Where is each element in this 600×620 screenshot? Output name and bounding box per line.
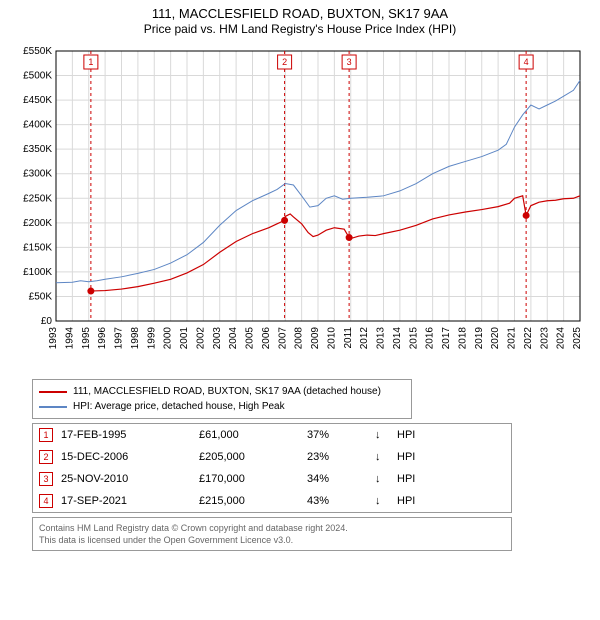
legend: 111, MACCLESFIELD ROAD, BUXTON, SK17 9AA… [32, 379, 412, 419]
transaction-row: 3 25-NOV-2010 £170,000 34% ↓ HPI [33, 468, 511, 490]
legend-row: 111, MACCLESFIELD ROAD, BUXTON, SK17 9AA… [39, 384, 405, 399]
svg-text:£200K: £200K [23, 218, 52, 229]
arrow-down-icon: ↓ [375, 473, 389, 485]
svg-text:2015: 2015 [408, 327, 419, 350]
svg-text:£500K: £500K [23, 71, 52, 82]
svg-text:2012: 2012 [359, 327, 370, 350]
svg-text:4: 4 [524, 57, 529, 67]
transaction-hpi-label: HPI [397, 495, 427, 507]
transaction-hpi-label: HPI [397, 451, 427, 463]
svg-text:£150K: £150K [23, 243, 52, 254]
svg-text:2010: 2010 [326, 327, 337, 350]
svg-text:2025: 2025 [572, 327, 583, 350]
svg-text:£450K: £450K [23, 95, 52, 106]
transaction-date: 17-FEB-1995 [61, 429, 191, 441]
svg-text:2003: 2003 [212, 327, 223, 350]
transaction-marker: 2 [39, 450, 53, 464]
chart-area: £0 £50K £100K £150K £200K £250K £300K £350K £400… [10, 41, 590, 371]
svg-text:2008: 2008 [294, 327, 305, 350]
transaction-hpi-label: HPI [397, 429, 427, 441]
svg-text:2: 2 [282, 57, 287, 67]
svg-text:2014: 2014 [392, 327, 403, 350]
svg-text:£300K: £300K [23, 169, 52, 180]
svg-text:1994: 1994 [64, 327, 75, 350]
svg-text:2017: 2017 [441, 327, 452, 350]
legend-label: HPI: Average price, detached house, High… [73, 399, 285, 414]
svg-text:2013: 2013 [376, 327, 387, 350]
svg-text:£100K: £100K [23, 267, 52, 278]
svg-text:£350K: £350K [23, 144, 52, 155]
svg-text:1995: 1995 [81, 327, 92, 350]
legend-swatch [39, 391, 67, 393]
transactions-table: 1 17-FEB-1995 £61,000 37% ↓ HPI 2 15-DEC-2006 £2… [32, 423, 512, 513]
svg-text:2005: 2005 [245, 327, 256, 350]
svg-text:1997: 1997 [114, 327, 125, 350]
svg-text:1996: 1996 [97, 327, 108, 350]
arrow-down-icon: ↓ [375, 451, 389, 463]
svg-text:£0: £0 [41, 316, 53, 327]
transaction-row: 1 17-FEB-1995 £61,000 37% ↓ HPI [33, 424, 511, 446]
svg-text:1: 1 [88, 57, 93, 67]
transaction-date: 25-NOV-2010 [61, 473, 191, 485]
svg-text:£400K: £400K [23, 120, 52, 131]
svg-text:2011: 2011 [343, 327, 354, 349]
legend-label: 111, MACCLESFIELD ROAD, BUXTON, SK17 9AA… [73, 384, 381, 399]
svg-text:2006: 2006 [261, 327, 272, 350]
transaction-date: 15-DEC-2006 [61, 451, 191, 463]
svg-text:2022: 2022 [523, 327, 534, 350]
svg-text:2018: 2018 [457, 327, 468, 350]
footer-line-1: Contains HM Land Registry data © Crown c… [39, 522, 505, 534]
svg-text:1999: 1999 [146, 327, 157, 350]
transaction-hpi-label: HPI [397, 473, 427, 485]
transaction-pct: 23% [307, 451, 367, 463]
legend-swatch [39, 406, 67, 408]
svg-text:3: 3 [347, 57, 352, 67]
arrow-down-icon: ↓ [375, 429, 389, 441]
transaction-price: £170,000 [199, 473, 299, 485]
svg-text:1993: 1993 [48, 327, 59, 350]
transaction-price: £205,000 [199, 451, 299, 463]
svg-text:£250K: £250K [23, 193, 52, 204]
transaction-marker: 3 [39, 472, 53, 486]
transaction-pct: 34% [307, 473, 367, 485]
chart-container: 111, MACCLESFIELD ROAD, BUXTON, SK17 9AA… [0, 0, 600, 620]
transaction-row: 2 15-DEC-2006 £205,000 23% ↓ HPI [33, 446, 511, 468]
transaction-price: £215,000 [199, 495, 299, 507]
svg-text:£550K: £550K [23, 46, 52, 57]
transaction-marker: 1 [39, 428, 53, 442]
svg-text:2007: 2007 [277, 327, 288, 350]
svg-text:2002: 2002 [195, 327, 206, 350]
transaction-pct: 37% [307, 429, 367, 441]
legend-row: HPI: Average price, detached house, High… [39, 399, 405, 414]
footer-line-2: This data is licensed under the Open Gov… [39, 534, 505, 546]
svg-text:2024: 2024 [556, 327, 567, 350]
arrow-down-icon: ↓ [375, 495, 389, 507]
svg-text:2001: 2001 [179, 327, 190, 350]
transaction-price: £61,000 [199, 429, 299, 441]
svg-text:2016: 2016 [425, 327, 436, 350]
svg-text:2009: 2009 [310, 327, 321, 350]
footer: Contains HM Land Registry data © Crown c… [32, 517, 512, 551]
svg-text:1998: 1998 [130, 327, 141, 350]
svg-text:2021: 2021 [507, 327, 518, 350]
transaction-date: 17-SEP-2021 [61, 495, 191, 507]
transaction-pct: 43% [307, 495, 367, 507]
chart-svg: £0 £50K £100K £150K £200K £250K £300K £350K £400… [10, 41, 590, 371]
svg-text:2023: 2023 [539, 327, 550, 350]
subtitle: Price paid vs. HM Land Registry's House … [0, 22, 600, 38]
title: 111, MACCLESFIELD ROAD, BUXTON, SK17 9AA [0, 6, 600, 22]
transaction-marker: 4 [39, 494, 53, 508]
svg-text:£50K: £50K [29, 292, 53, 303]
svg-text:2000: 2000 [163, 327, 174, 350]
title-block: 111, MACCLESFIELD ROAD, BUXTON, SK17 9AA… [0, 0, 600, 41]
svg-text:2020: 2020 [490, 327, 501, 350]
svg-text:2004: 2004 [228, 327, 239, 350]
transaction-row: 4 17-SEP-2021 £215,000 43% ↓ HPI [33, 490, 511, 512]
svg-text:2019: 2019 [474, 327, 485, 350]
